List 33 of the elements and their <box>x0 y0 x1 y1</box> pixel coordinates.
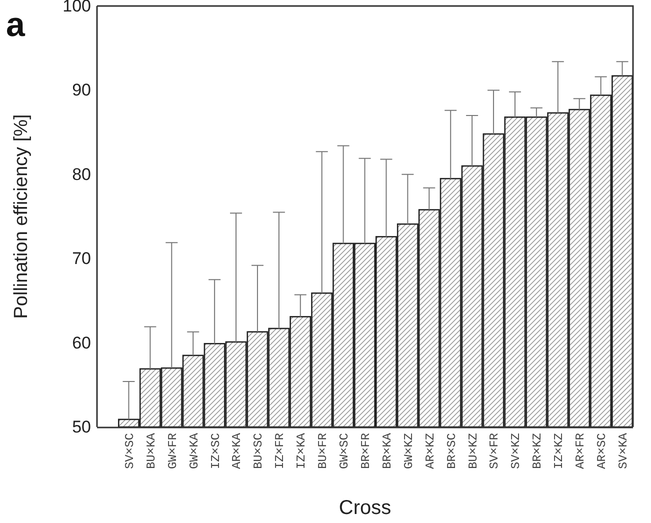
x-tick-label: SV×KZ <box>509 433 524 470</box>
x-tick-label: SV×SC <box>122 433 137 470</box>
x-tick-label: SV×KA <box>616 432 630 470</box>
x-tick-label: GW×SC <box>338 433 352 470</box>
x-tick-label: GW×KA <box>187 432 202 470</box>
y-tick-label: 80 <box>72 164 91 184</box>
x-tick-label: AR×FR <box>574 433 588 470</box>
x-tick-label: AR×KZ <box>423 433 438 470</box>
y-axis-title: Pollination efficiency [%] <box>11 114 32 319</box>
text: a <box>6 6 26 44</box>
x-tick-label: IZ×FR <box>273 433 288 470</box>
x-tick-label: IZ×KZ <box>552 433 566 470</box>
x-tick-label: BR×FR <box>358 433 373 470</box>
x-tick-label: IZ×KA <box>294 432 309 470</box>
x-tick-label: IZ×SC <box>208 433 223 470</box>
x-tick-label: SV×FR <box>488 433 502 470</box>
y-tick-label: 70 <box>72 249 91 268</box>
y-tick-label: 50 <box>72 417 91 436</box>
x-tick-label: BR×SC <box>444 433 459 470</box>
x-tick-label: BU×SC <box>252 433 266 470</box>
y-tick-label: 90 <box>72 80 91 100</box>
x-tick-label: AR×SC <box>595 433 610 470</box>
x-tick-label: BR×KA <box>380 432 394 470</box>
y-tick-label: 100 <box>62 0 91 16</box>
x-tick-label: BU×FR <box>316 433 330 470</box>
x-tick-label: BU×KZ <box>466 433 480 470</box>
y-tick-label: 60 <box>72 333 91 352</box>
x-axis-title: Cross <box>338 497 392 519</box>
x-tick-label: BR×KZ <box>530 433 545 470</box>
x-tick-label: GW×FR <box>166 433 180 470</box>
x-tick-label: BU×KA <box>144 432 158 470</box>
x-tick-label: GW×KZ <box>402 433 416 470</box>
x-tick-label: AR×KA <box>230 432 244 470</box>
